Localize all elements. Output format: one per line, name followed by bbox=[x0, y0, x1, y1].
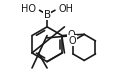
Text: OH: OH bbox=[58, 4, 73, 14]
Text: HO: HO bbox=[21, 4, 36, 14]
Text: O: O bbox=[69, 36, 76, 46]
Text: B: B bbox=[44, 10, 51, 20]
Text: O: O bbox=[67, 30, 75, 40]
